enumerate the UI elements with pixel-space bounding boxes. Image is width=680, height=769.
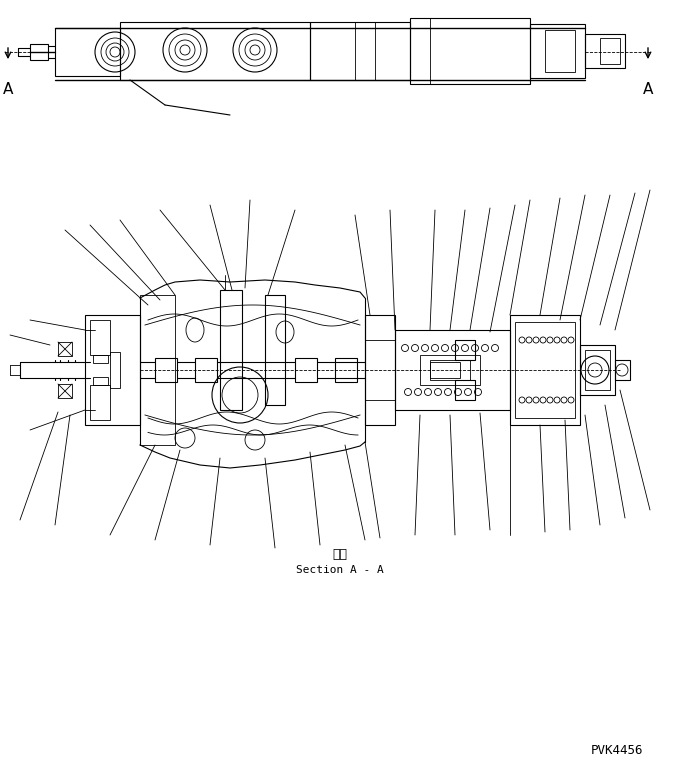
- Bar: [510, 315, 580, 425]
- Text: 断面: 断面: [333, 548, 347, 561]
- Bar: [195, 358, 217, 382]
- Bar: [93, 377, 108, 385]
- Bar: [90, 385, 110, 420]
- Bar: [600, 38, 620, 64]
- Bar: [110, 352, 120, 388]
- Bar: [580, 345, 615, 395]
- Bar: [120, 22, 310, 80]
- Bar: [55, 28, 120, 76]
- Bar: [420, 355, 480, 385]
- Text: A: A: [643, 82, 653, 98]
- Bar: [585, 34, 625, 68]
- Text: PVK4456: PVK4456: [590, 744, 643, 757]
- Bar: [220, 290, 242, 410]
- Text: A: A: [3, 82, 13, 98]
- Bar: [365, 315, 395, 425]
- Bar: [585, 350, 610, 390]
- Bar: [430, 362, 460, 378]
- Bar: [455, 380, 475, 400]
- Bar: [30, 44, 48, 60]
- Text: Section A - A: Section A - A: [296, 565, 384, 575]
- Bar: [155, 358, 177, 382]
- Bar: [85, 315, 140, 425]
- Bar: [310, 22, 410, 80]
- Bar: [140, 295, 175, 445]
- Bar: [395, 330, 510, 410]
- Bar: [455, 340, 475, 360]
- Bar: [410, 18, 530, 84]
- Bar: [430, 360, 470, 380]
- Bar: [265, 295, 285, 405]
- Bar: [295, 358, 317, 382]
- Bar: [90, 320, 110, 355]
- Bar: [615, 360, 630, 380]
- Bar: [58, 342, 72, 356]
- Bar: [93, 355, 108, 363]
- Bar: [58, 384, 72, 398]
- Bar: [530, 24, 585, 78]
- Bar: [335, 358, 357, 382]
- Bar: [515, 322, 575, 418]
- Bar: [545, 30, 575, 72]
